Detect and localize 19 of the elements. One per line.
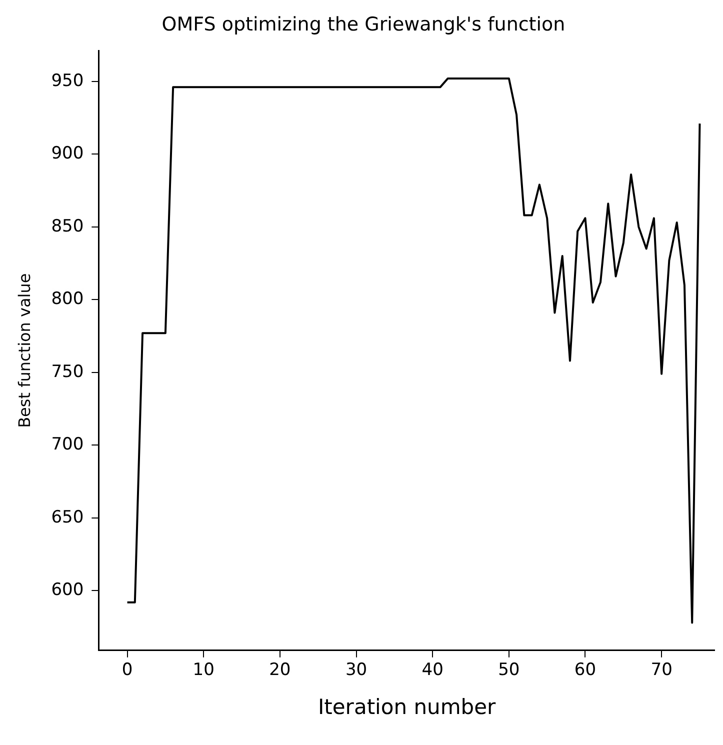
x-tick-label: 30 [345, 660, 368, 680]
x-tick-label: 50 [498, 660, 520, 680]
y-tick-label: 700 [51, 434, 84, 455]
y-tick-label: 850 [51, 216, 84, 236]
chart-title: OMFS optimizing the Griewangk's function [162, 13, 566, 36]
x-tick-label: 10 [192, 660, 214, 680]
y-tick-label: 800 [51, 289, 84, 310]
x-tick-label: 20 [269, 660, 291, 680]
x-axis-title: Iteration number [318, 694, 496, 719]
x-tick-label: 40 [422, 660, 444, 680]
y-tick-label: 950 [51, 70, 84, 91]
x-tick-label: 70 [650, 660, 672, 680]
y-tick-label: 750 [51, 362, 84, 382]
y-tick-label: 600 [51, 580, 84, 600]
x-tick-label: 0 [122, 660, 133, 680]
y-axis-title: Best function value [14, 273, 34, 428]
y-tick-label: 900 [51, 144, 84, 164]
x-tick-label: 60 [574, 660, 596, 680]
y-tick-label: 650 [51, 507, 84, 528]
